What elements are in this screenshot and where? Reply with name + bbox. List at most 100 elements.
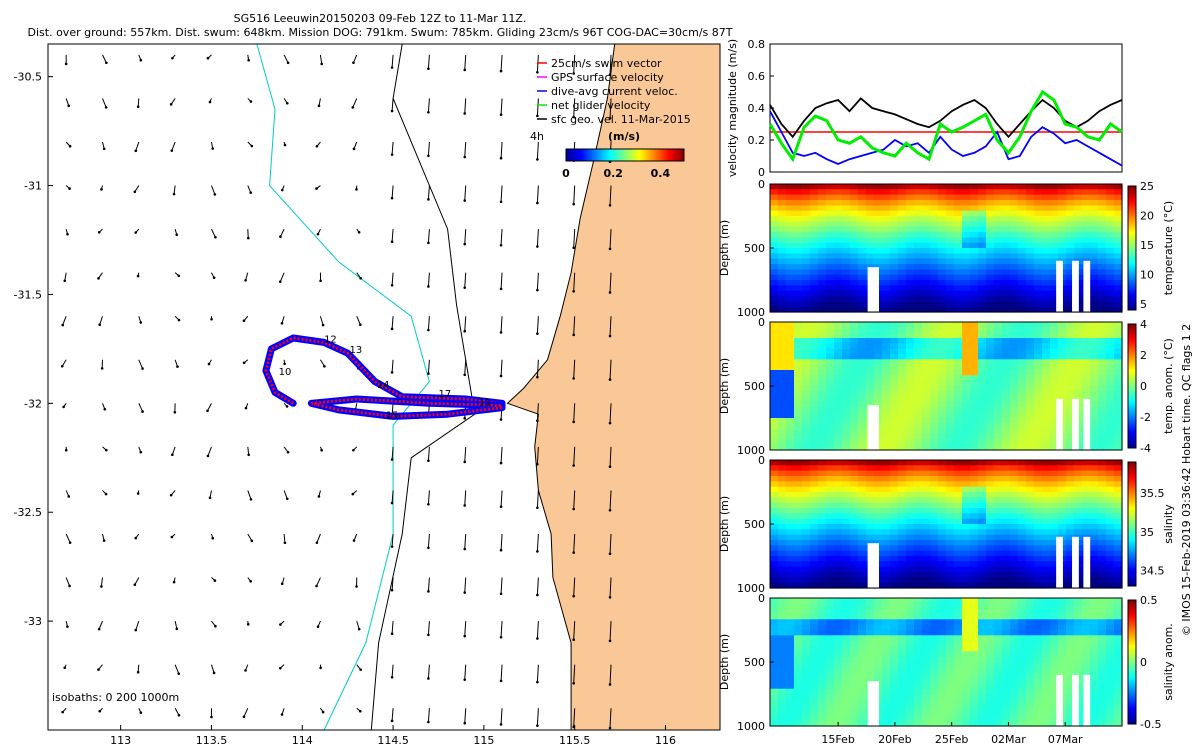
section-cell: [866, 359, 875, 366]
geo-velocity-arrow: [609, 533, 612, 554]
section-cell: [834, 391, 843, 398]
section-cell: [1002, 640, 1011, 647]
section-cell: [794, 598, 803, 604]
section-cell: [994, 667, 1003, 674]
section-cell: [898, 396, 907, 403]
section-cell: [978, 508, 987, 514]
section-cell: [802, 274, 811, 281]
section-cell: [970, 688, 979, 695]
section-cell: [930, 444, 939, 451]
figure-title-line1: SG516 Leeuwin20150203 09-Feb 12Z to 11-M…: [233, 12, 527, 25]
section-cell: [1010, 694, 1019, 700]
section-cell: [786, 237, 795, 244]
section-cell: [1066, 678, 1075, 684]
section-cell: [954, 608, 963, 615]
section-cell: [970, 444, 979, 451]
section-cell: [986, 470, 995, 477]
section-cell: [826, 550, 835, 557]
section-cell: [850, 582, 859, 589]
section-cell: [1090, 582, 1099, 589]
section-cell: [858, 412, 867, 419]
section-cell: [882, 619, 891, 626]
geo-velocity-arrowhead: [499, 636, 503, 639]
section-cell: [938, 572, 947, 578]
geo-velocity-arrow: [500, 490, 503, 507]
section-cell: [1082, 598, 1091, 604]
geo-velocity-arrow: [536, 490, 539, 508]
section-cell: [970, 237, 979, 244]
section-cell: [850, 423, 859, 430]
section-cell: [954, 497, 963, 504]
section-cell: [890, 428, 899, 435]
section-cell: [786, 550, 795, 557]
section-cell: [1034, 678, 1043, 684]
section-cell: [1066, 545, 1075, 552]
section-cell: [866, 603, 875, 610]
section-cell: [914, 582, 923, 589]
section-cell: [810, 253, 819, 260]
section-cell: [1050, 678, 1059, 684]
section-cell: [1034, 364, 1043, 371]
geo-velocity-arrowhead: [351, 106, 355, 109]
section-cell: [1050, 518, 1059, 525]
section-cell: [1098, 572, 1107, 578]
section-cell: [962, 715, 971, 722]
section-cell: [1034, 375, 1043, 382]
section-cell: [970, 205, 979, 212]
section-cell: [1114, 561, 1123, 568]
section-cell: [850, 210, 859, 217]
section-cell: [890, 630, 899, 636]
section-cell: [938, 651, 947, 658]
section-cell: [818, 370, 827, 376]
section-cell: [1050, 434, 1059, 440]
section-cell: [1034, 205, 1043, 212]
geo-velocity-arrowhead: [206, 409, 209, 413]
section-cell: [882, 672, 891, 679]
section-cell: [1042, 434, 1051, 440]
section-cell: [802, 226, 811, 233]
section-cell: [818, 290, 827, 297]
section-cell: [826, 253, 835, 260]
section-cell: [778, 402, 787, 408]
geo-velocity-arrowhead: [463, 460, 467, 464]
section-cell: [1042, 301, 1051, 308]
section-cell: [1114, 513, 1123, 520]
geo-velocity-arrow: [247, 490, 252, 500]
section-cell: [858, 534, 867, 541]
section-cell: [834, 280, 843, 286]
section-cell: [906, 561, 915, 568]
geo-velocity-arrow: [573, 577, 576, 597]
section-cell: [1042, 715, 1051, 722]
section-cell: [770, 216, 779, 222]
section-cell: [850, 364, 859, 371]
section-cell: [1042, 370, 1051, 376]
section-cell: [770, 370, 779, 376]
section-cell: [970, 492, 979, 498]
section-cell: [834, 418, 843, 424]
section-cell: [858, 710, 867, 716]
section-cell: [1066, 205, 1075, 212]
section-cell: [834, 476, 843, 482]
section-cell: [802, 237, 811, 244]
section-cell: [1114, 370, 1123, 376]
section-cell: [914, 662, 923, 668]
section-cell: [986, 242, 995, 249]
section-cell: [834, 274, 843, 281]
section-cell: [930, 258, 939, 265]
section-cell: [898, 710, 907, 716]
section-cell: [1114, 258, 1123, 265]
section-cell: [1018, 380, 1027, 387]
section-cell: [818, 402, 827, 408]
section-cell: [906, 667, 915, 674]
geo-velocity-arrow: [573, 708, 576, 727]
section-cell: [826, 704, 835, 711]
section-cell: [906, 683, 915, 690]
section-cell: [938, 396, 947, 403]
section-cell: [946, 710, 955, 716]
section-cell: [882, 582, 891, 589]
section-cell: [962, 640, 971, 647]
section-cell: [978, 332, 987, 339]
section-cell: [914, 216, 923, 222]
section-cell: [954, 465, 963, 472]
section-cell: [770, 434, 779, 440]
